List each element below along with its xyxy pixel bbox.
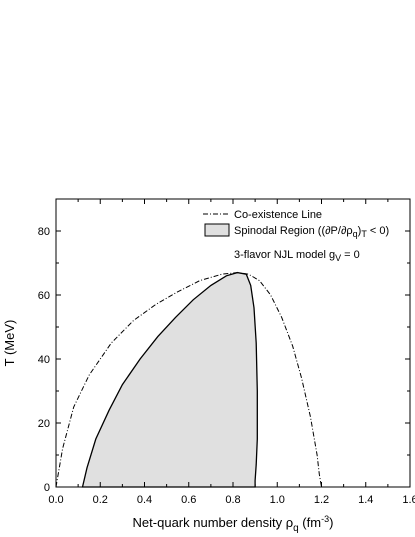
plot-marks xyxy=(55,271,322,488)
spinodal-region xyxy=(81,271,258,488)
y-tick-label: 20 xyxy=(38,418,50,430)
legend-label-spinodal-sub1: q xyxy=(353,229,358,239)
y-ticks: 0 20 40 60 80 xyxy=(38,198,410,494)
x-tick-label: 1.6 xyxy=(402,494,415,506)
x-tick-label: 1.4 xyxy=(358,494,373,506)
coexistence-line xyxy=(55,272,322,488)
x-axis-title-superscript: -3 xyxy=(321,514,329,524)
legend-label-spinodal: Spinodal Region ((∂P/∂ρq)T < 0) xyxy=(234,225,389,239)
legend: Co-existence Line Spinodal Region ((∂P/∂… xyxy=(203,209,389,263)
model-annotation-main: 3-flavor NJL model g xyxy=(234,249,335,261)
y-axis-title: T (MeV) xyxy=(2,320,17,367)
x-axis-title-unit: (fm xyxy=(299,515,321,530)
x-tick-label: 0.6 xyxy=(181,494,196,506)
x-axis-title-main: Net-quark number density ρ xyxy=(133,515,294,530)
x-tick-label: 0.4 xyxy=(137,494,152,506)
legend-label-coexistence: Co-existence Line xyxy=(234,209,322,221)
x-tick-label: 1.0 xyxy=(270,494,285,506)
model-annotation: 3-flavor NJL model gV = 0 xyxy=(234,249,360,263)
y-tick-label: 40 xyxy=(38,354,50,366)
model-annotation-sub: V xyxy=(335,253,341,263)
legend-swatch-spinodal xyxy=(204,223,230,237)
x-axis-title-subscript: q xyxy=(293,523,299,534)
y-tick-label: 60 xyxy=(38,290,50,302)
legend-label-spinodal-sub2: T xyxy=(361,229,367,239)
legend-label-spinodal-mid: ) xyxy=(358,225,362,237)
x-ticks: 0.0 0.2 0.4 0.6 0.8 1.0 1.2 1.4 1.6 xyxy=(48,199,415,506)
x-axis-title-unit-close: ) xyxy=(329,515,333,530)
y-tick-label: 0 xyxy=(44,482,50,494)
x-tick-label: 0.8 xyxy=(225,494,240,506)
model-annotation-end: = 0 xyxy=(341,249,360,261)
legend-label-spinodal-end: < 0) xyxy=(367,225,389,237)
x-tick-label: 0.0 xyxy=(48,494,63,506)
x-axis-title: Net-quark number density ρq (fm-3) xyxy=(133,514,334,534)
x-tick-label: 1.2 xyxy=(314,494,329,506)
y-tick-label: 80 xyxy=(38,226,50,238)
x-tick-label: 0.2 xyxy=(93,494,108,506)
legend-label-spinodal-main: Spinodal Region ((∂P/∂ρ xyxy=(234,225,353,237)
